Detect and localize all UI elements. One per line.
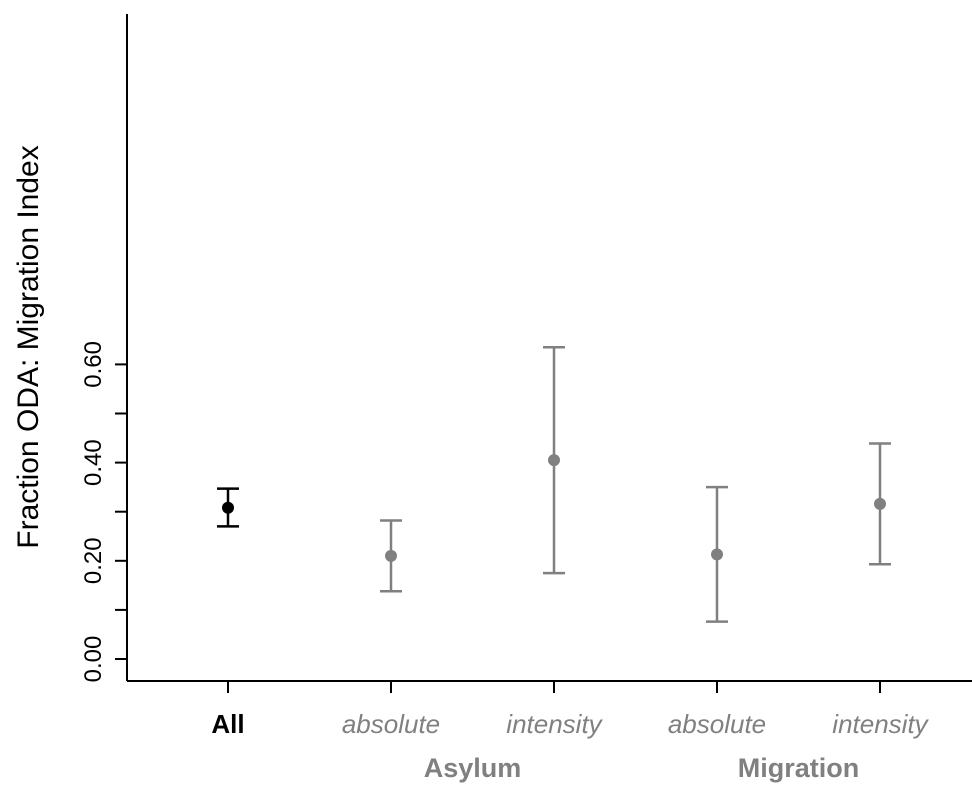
x-ticks (227, 681, 881, 693)
estimate-point (222, 501, 234, 514)
y-axis-title: Fraction ODA: Migration Index (12, 145, 45, 549)
y-ticks: 0.00 0.20 0.40 0.60 (80, 341, 127, 682)
estimate-point (874, 497, 886, 510)
category-label: absolute (668, 709, 766, 739)
category-labels: All absolute intensity absolute intensity (211, 709, 929, 739)
category-label: intensity (506, 709, 603, 739)
estimate-point (548, 454, 560, 467)
group-labels: Asylum Migration (424, 753, 860, 783)
estimate-point (385, 549, 397, 562)
category-label: All (211, 709, 244, 739)
error-bar-1 (217, 487, 239, 528)
category-label: absolute (342, 709, 440, 739)
estimate-point (711, 548, 723, 561)
y-tick-label: 0.20 (80, 537, 107, 584)
group-label: Asylum (424, 753, 522, 783)
y-tick-label: 0.60 (80, 341, 107, 388)
error-bar-3 (543, 345, 565, 575)
y-tick-label: 0.40 (80, 439, 107, 486)
error-bars (217, 345, 891, 623)
y-tick-label: 0.00 (80, 636, 107, 683)
group-label: Migration (738, 753, 860, 783)
error-bar-5 (869, 442, 891, 566)
error-bar-4 (706, 485, 728, 623)
error-bar-2 (380, 519, 402, 593)
category-label: intensity (832, 709, 929, 739)
